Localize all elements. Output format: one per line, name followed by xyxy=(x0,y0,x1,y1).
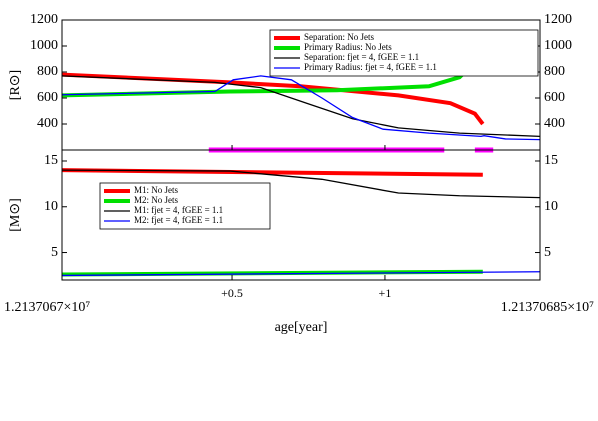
y-tick-label: 600 xyxy=(37,90,58,105)
series-line xyxy=(61,72,485,126)
series-line xyxy=(61,271,541,277)
y-tick-label: 400 xyxy=(37,116,58,131)
y-tick-label-right: 400 xyxy=(544,116,565,131)
x-tick-label: 1.2137067×10⁷ xyxy=(4,300,90,315)
y-tick-label-right: 10 xyxy=(544,199,558,214)
legend-label: Separation: fjet = 4, fGEE = 1.1 xyxy=(304,52,419,62)
y-tick-label-right: 1000 xyxy=(544,38,572,53)
y-tick-label: 5 xyxy=(51,245,58,260)
y-tick-label-right: 1200 xyxy=(544,12,572,27)
series-line xyxy=(61,75,541,137)
legend-label: M1: No Jets xyxy=(134,185,179,195)
series-line xyxy=(61,169,541,199)
legend-box xyxy=(269,29,539,77)
legend-label: Primary Radius: No Jets xyxy=(304,42,392,52)
y-tick-label: 15 xyxy=(44,153,58,168)
legend-label: M1: fjet = 4, fGEE = 1.1 xyxy=(134,205,223,215)
y-tick-label-right: 15 xyxy=(544,153,558,168)
legend-label: Primary Radius: fjet = 4, fGEE = 1.1 xyxy=(304,62,437,72)
plot-frame xyxy=(61,149,541,281)
x-tick-label: +0.5 xyxy=(221,286,243,300)
legend-label: M2: No Jets xyxy=(134,195,179,205)
series-line xyxy=(61,75,541,141)
y-tick-label: 1000 xyxy=(30,38,58,53)
legend-label: Separation: No Jets xyxy=(304,32,374,42)
y-tick-label: 1200 xyxy=(30,12,58,27)
y-axis-label: [R⊙] xyxy=(8,70,23,100)
x-tick-label: +1 xyxy=(379,286,392,300)
y-tick-label-right: 800 xyxy=(544,64,565,79)
x-tick-label: 1.21370685×10⁷ xyxy=(501,300,594,315)
y-tick-label: 10 xyxy=(44,199,58,214)
y-tick-label: 800 xyxy=(37,64,58,79)
x-axis-label: age[year] xyxy=(275,320,328,335)
y-axis-label: [M⊙] xyxy=(8,198,23,232)
y-tick-label-right: 5 xyxy=(544,245,551,260)
legend-label: M2: fjet = 4, fGEE = 1.1 xyxy=(134,215,223,225)
y-tick-label-right: 600 xyxy=(544,90,565,105)
